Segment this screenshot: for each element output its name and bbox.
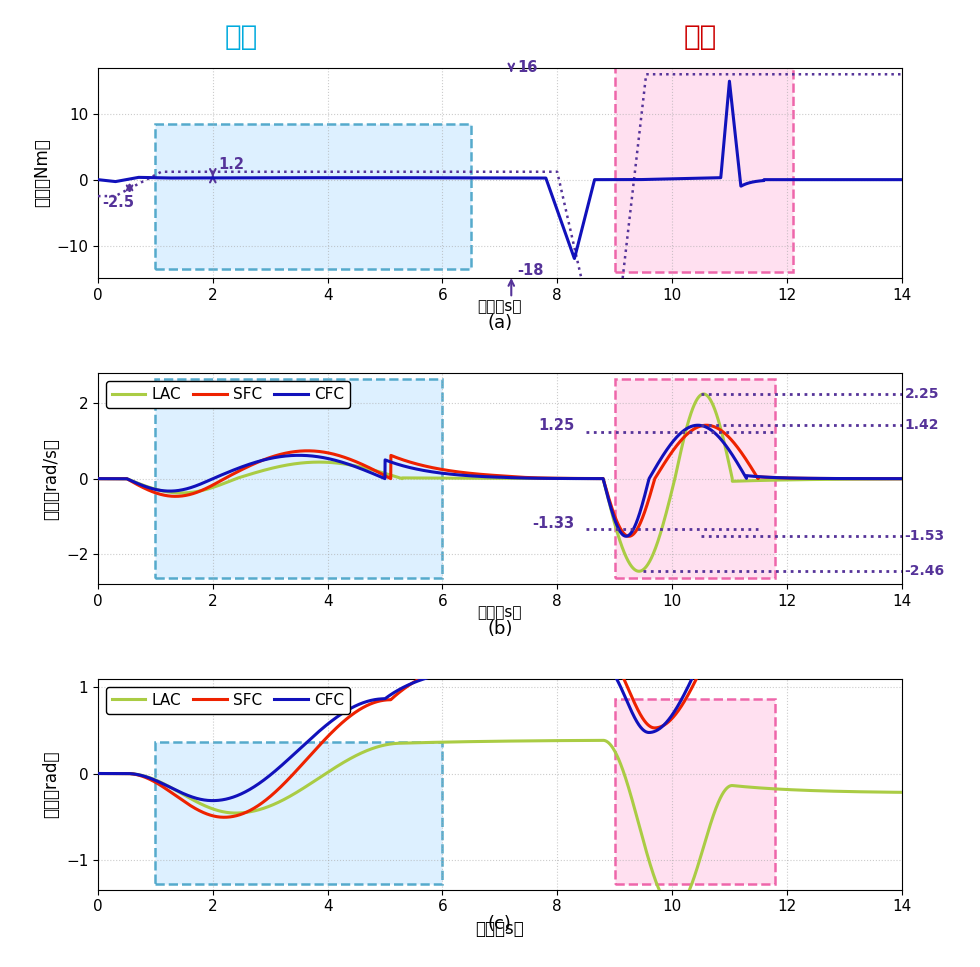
LAC xyxy=(574,473,586,484)
Text: -1.53: -1.53 xyxy=(905,529,945,543)
LAC xyxy=(399,737,411,748)
SFC xyxy=(399,454,411,466)
CFC xyxy=(614,526,626,538)
LAC xyxy=(399,472,411,484)
LAC xyxy=(698,388,710,399)
SFC xyxy=(614,523,626,535)
Bar xyxy=(156,379,442,578)
CFC xyxy=(574,659,586,671)
Y-axis label: 力矩（Nm）: 力矩（Nm） xyxy=(32,138,51,208)
SFC xyxy=(92,473,104,484)
CFC xyxy=(92,768,104,779)
SFC xyxy=(238,463,250,475)
Bar xyxy=(614,61,793,272)
Y-axis label: 位置（rad）: 位置（rad） xyxy=(42,750,61,818)
Line: LAC: LAC xyxy=(98,741,902,909)
LAC xyxy=(238,470,250,482)
CFC xyxy=(896,591,907,602)
CFC xyxy=(896,473,907,484)
Text: 冲击: 冲击 xyxy=(684,23,717,51)
Bar xyxy=(156,124,471,269)
CFC xyxy=(692,660,704,672)
Text: -18: -18 xyxy=(517,263,544,278)
CFC xyxy=(574,473,586,484)
CFC xyxy=(896,591,907,602)
SFC xyxy=(623,531,635,542)
Text: 时间（s）: 时间（s） xyxy=(477,605,522,620)
CFC xyxy=(399,681,411,692)
Text: (a): (a) xyxy=(487,314,513,333)
Legend: LAC, SFC, CFC: LAC, SFC, CFC xyxy=(106,381,350,408)
LAC xyxy=(896,786,907,798)
SFC xyxy=(692,422,704,433)
CFC xyxy=(753,594,764,605)
Text: (b): (b) xyxy=(487,620,513,638)
Legend: LAC, SFC, CFC: LAC, SFC, CFC xyxy=(106,687,350,714)
LAC xyxy=(614,759,626,771)
LAC xyxy=(614,537,626,548)
SFC xyxy=(219,811,230,823)
SFC xyxy=(238,807,250,819)
Text: 1.25: 1.25 xyxy=(538,419,574,433)
Line: CFC: CFC xyxy=(98,597,902,801)
Line: SFC: SFC xyxy=(98,586,902,817)
LAC xyxy=(92,473,104,484)
LAC xyxy=(692,393,704,404)
CFC xyxy=(238,787,250,799)
SFC xyxy=(614,666,626,678)
LAC xyxy=(633,566,645,577)
LAC xyxy=(92,768,104,779)
SFC xyxy=(896,473,907,484)
CFC xyxy=(620,531,632,542)
Text: 牵引: 牵引 xyxy=(224,23,258,51)
LAC xyxy=(754,475,765,486)
LAC xyxy=(692,860,704,871)
Text: -2.46: -2.46 xyxy=(905,565,945,578)
Text: 2.25: 2.25 xyxy=(905,387,939,401)
Text: -2.5: -2.5 xyxy=(103,195,134,210)
LAC xyxy=(597,735,609,747)
LAC xyxy=(896,473,907,484)
Line: SFC: SFC xyxy=(98,425,902,537)
SFC xyxy=(399,682,411,693)
CFC xyxy=(238,460,250,472)
LAC xyxy=(754,782,765,794)
CFC xyxy=(207,795,219,806)
CFC xyxy=(692,420,704,431)
Text: 时间（s）: 时间（s） xyxy=(477,300,522,314)
Bar xyxy=(614,699,775,884)
X-axis label: 时间（s）: 时间（s） xyxy=(475,920,524,938)
Line: LAC: LAC xyxy=(98,394,902,571)
LAC xyxy=(669,903,681,915)
Text: 16: 16 xyxy=(517,60,537,75)
SFC xyxy=(701,420,712,431)
SFC xyxy=(574,473,586,484)
SFC xyxy=(896,580,907,592)
CFC xyxy=(614,682,626,693)
SFC xyxy=(896,580,907,592)
Line: CFC: CFC xyxy=(98,425,902,537)
SFC xyxy=(692,670,704,682)
Text: 1.42: 1.42 xyxy=(905,418,939,432)
Y-axis label: 速度（rad/s）: 速度（rad/s） xyxy=(42,438,61,519)
CFC xyxy=(692,420,704,431)
LAC xyxy=(238,806,250,818)
CFC xyxy=(92,473,104,484)
LAC xyxy=(574,735,586,747)
Text: -1.33: -1.33 xyxy=(532,515,574,531)
CFC xyxy=(399,460,411,472)
Text: (c): (c) xyxy=(488,915,512,933)
Bar xyxy=(614,379,775,578)
CFC xyxy=(754,471,765,483)
Text: 1.2: 1.2 xyxy=(219,157,245,172)
SFC xyxy=(754,471,765,483)
SFC xyxy=(92,768,104,779)
SFC xyxy=(753,582,764,594)
SFC xyxy=(574,647,586,659)
Bar xyxy=(156,742,442,884)
